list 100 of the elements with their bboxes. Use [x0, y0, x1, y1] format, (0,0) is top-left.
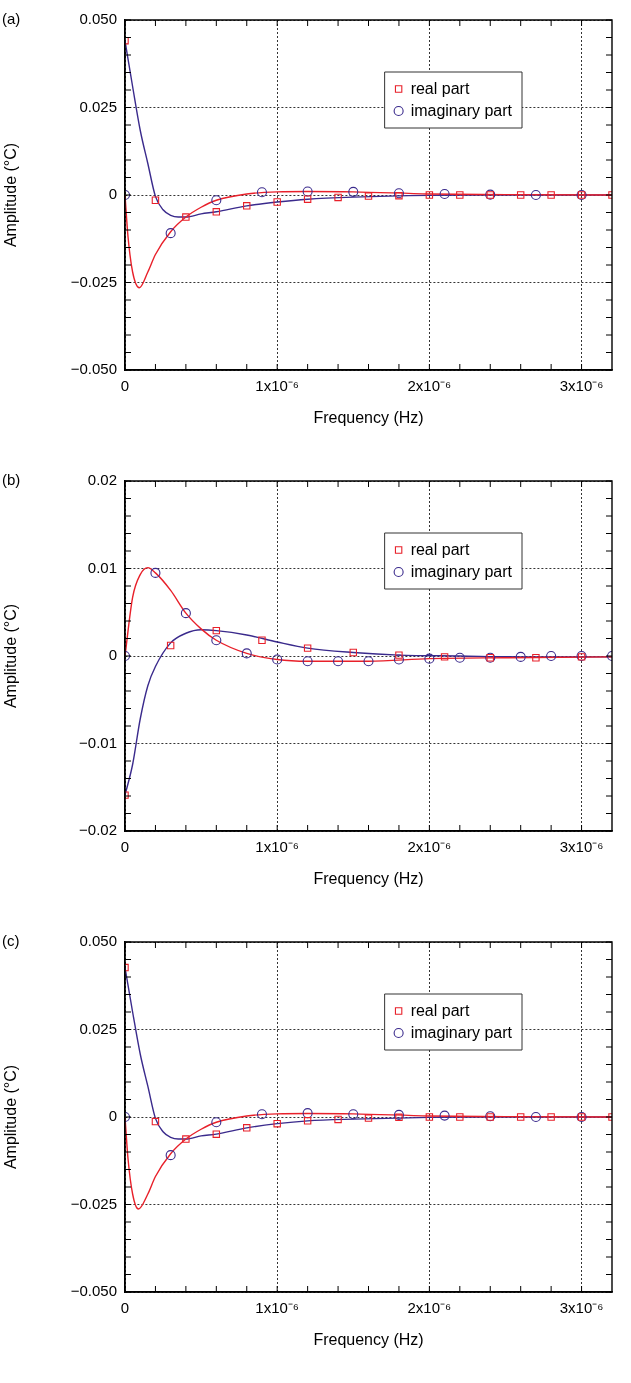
y-tick-label: 0 [108, 646, 117, 664]
point [302, 656, 313, 667]
point [425, 191, 434, 199]
x-tick-label: 2x10⁻⁶ [407, 377, 452, 395]
point [151, 1117, 160, 1126]
point [456, 191, 464, 199]
point [165, 1150, 176, 1161]
point [516, 191, 525, 199]
y-axis-title: Amplitude (°C) [2, 142, 20, 248]
point [547, 191, 555, 199]
point [256, 187, 268, 198]
legend-label: imaginary part [410, 563, 513, 581]
point [165, 228, 176, 239]
point [424, 653, 435, 664]
point [425, 1113, 434, 1121]
x-tick-label: 2x10⁻⁶ [407, 1299, 452, 1317]
point [211, 635, 222, 646]
point [303, 644, 312, 652]
x-axis-title: Frequency (Hz) [313, 408, 424, 426]
point [333, 656, 344, 667]
point [303, 1117, 312, 1125]
x-tick-label: 0 [120, 838, 130, 856]
point [182, 213, 190, 221]
y-tick-label: −0.02 [79, 821, 117, 839]
y-tick-label: 0.050 [79, 932, 117, 950]
point [334, 1115, 342, 1124]
point [439, 1110, 450, 1121]
point [180, 608, 191, 619]
chart-title: (a) [2, 9, 21, 27]
point [547, 1113, 555, 1121]
point [272, 654, 283, 665]
y-axis-title: Amplitude (°C) [2, 603, 20, 709]
y-tick-label: 0.01 [87, 558, 117, 576]
y-tick-label: −0.01 [79, 733, 117, 751]
x-axis-title: Frequency (Hz) [313, 1330, 424, 1348]
point [439, 188, 450, 199]
point [151, 196, 160, 204]
point [454, 652, 465, 663]
point [363, 656, 374, 667]
point [393, 654, 404, 665]
point [302, 186, 313, 197]
point [440, 653, 449, 661]
point [150, 567, 161, 578]
point [348, 186, 359, 197]
y-tick-label: 0.050 [79, 10, 117, 28]
point [364, 192, 373, 200]
x-tick-label: 0 [120, 377, 130, 395]
point [395, 651, 403, 659]
point [212, 1130, 221, 1138]
point [395, 1113, 403, 1122]
point [393, 1109, 404, 1120]
x-tick-label: 3x10⁻⁶ [559, 838, 604, 856]
legend-label: real part [410, 80, 470, 98]
x-tick-label: 0 [120, 1299, 130, 1317]
y-tick-label: 0 [108, 185, 117, 203]
point [302, 1108, 313, 1119]
legend-label: real part [410, 1002, 470, 1020]
point [349, 648, 358, 657]
y-tick-label: 0.02 [87, 471, 117, 489]
point [303, 195, 312, 203]
point [211, 1117, 222, 1128]
x-tick-label: 1x10⁻⁶ [255, 838, 300, 856]
point [334, 193, 342, 202]
point [532, 654, 540, 662]
y-tick-label: 0.025 [79, 1019, 117, 1037]
point [241, 648, 252, 659]
point [456, 1113, 464, 1121]
point [243, 1124, 251, 1132]
point [212, 208, 221, 216]
point [546, 650, 557, 662]
point [515, 651, 526, 662]
point [256, 1109, 268, 1120]
x-tick-label: 3x10⁻⁶ [559, 1299, 604, 1317]
point [530, 189, 541, 201]
y-tick-label: −0.025 [70, 272, 117, 290]
y-tick-label: −0.050 [70, 360, 117, 378]
x-tick-label: 2x10⁻⁶ [407, 838, 452, 856]
legend-label: real part [410, 541, 470, 559]
chart-title: (c) [2, 931, 20, 949]
point [166, 641, 175, 650]
x-tick-label: 3x10⁻⁶ [559, 377, 604, 395]
point [273, 1119, 281, 1128]
chart-title: (b) [2, 470, 21, 488]
point [258, 636, 266, 644]
x-tick-label: 1x10⁻⁶ [255, 1299, 300, 1317]
y-tick-label: −0.025 [70, 1194, 117, 1212]
x-axis-title: Frequency (Hz) [313, 869, 424, 887]
point [273, 198, 281, 206]
point [243, 202, 251, 210]
point [212, 626, 221, 635]
point [348, 1109, 359, 1120]
y-tick-label: 0 [108, 1107, 117, 1125]
y-tick-label: −0.050 [70, 1282, 117, 1300]
point [182, 1135, 190, 1143]
point [211, 195, 222, 206]
point [530, 1111, 541, 1123]
legend-label: imaginary part [410, 102, 513, 120]
x-tick-label: 1x10⁻⁶ [255, 377, 300, 395]
legend-label: imaginary part [410, 1024, 513, 1042]
point [516, 1113, 525, 1121]
